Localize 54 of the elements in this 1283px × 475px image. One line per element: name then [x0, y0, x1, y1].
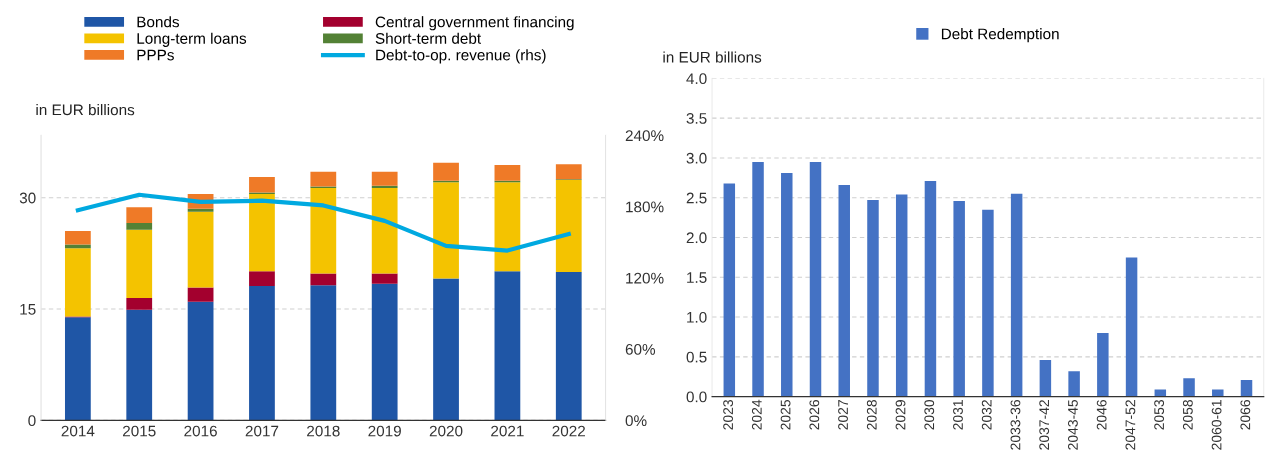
y2-tick-label: 120%: [626, 272, 664, 284]
y2-tick-label: 240%: [625, 130, 664, 142]
y-tick-label: 2.0: [686, 232, 707, 244]
y-tick-label: 3.5: [686, 113, 707, 124]
x-tick-label: 2029: [895, 400, 906, 430]
y2-tick-label: 60%: [625, 343, 656, 355]
x-tick-label: 2025: [780, 399, 791, 430]
x-tick-label: 2022: [552, 425, 585, 437]
y-tick-label: 0.5: [686, 351, 707, 363]
y-tick-label: 1.5: [687, 272, 707, 283]
x-tick-label: 2030: [924, 399, 935, 430]
y-tick-label: 0: [28, 415, 36, 427]
y-axis-title: in EUR billions: [36, 104, 135, 116]
x-tick-label: 2033-36: [1010, 400, 1021, 450]
legend-label: Debt Redemption: [941, 28, 1059, 43]
legend-label: Central government financing: [375, 16, 574, 31]
legend-label: Bonds: [137, 16, 180, 28]
legend-label: Long-term loans: [137, 32, 247, 47]
legend-label: Debt-to-op. revenue (rhs): [376, 49, 546, 64]
x-tick-label: 2028: [866, 400, 877, 430]
y-tick-label: 4.0: [686, 73, 707, 85]
y-tick-label: 0.0: [686, 391, 707, 403]
x-tick-label: 2017: [245, 425, 279, 437]
y-tick-label: 2.5: [686, 192, 707, 204]
x-tick-label: 2031: [953, 400, 963, 430]
x-tick-label: 2058: [1182, 400, 1193, 430]
x-tick-label: 2043-45: [1068, 399, 1078, 450]
y2-tick-label: 180%: [626, 201, 664, 213]
x-tick-label: 2021: [491, 425, 524, 437]
x-tick-label: 2026: [809, 400, 820, 430]
x-tick-label: 2060-61: [1211, 400, 1222, 450]
x-tick-label: 2032: [981, 400, 992, 430]
x-tick-label: 2047-52: [1125, 400, 1136, 450]
x-tick-label: 2015: [123, 425, 156, 437]
x-tick-label: 2020: [429, 425, 463, 437]
x-tick-label: 2019: [368, 425, 401, 437]
x-tick-label: 2037-42: [1039, 400, 1050, 450]
legend-label: Short-term debt: [375, 32, 482, 44]
x-tick-label: 2014: [61, 425, 95, 437]
x-tick-label: 2024: [751, 399, 762, 430]
y-tick-label: 15: [20, 304, 36, 315]
x-tick-label: 2046: [1096, 400, 1107, 430]
y2-tick-label: 0%: [625, 415, 647, 427]
x-tick-label: 2018: [307, 425, 340, 437]
x-tick-label: 2066: [1240, 400, 1251, 430]
y-tick-label: 30: [19, 192, 36, 204]
legend-label: PPPs: [137, 49, 174, 61]
x-tick-label: 2053: [1154, 400, 1165, 430]
y-axis-title: in EUR billions: [663, 51, 762, 63]
x-tick-label: 2016: [184, 425, 217, 437]
y-tick-label: 1.0: [687, 311, 707, 323]
y-tick-label: 3.0: [686, 152, 707, 164]
x-tick-label: 2027: [838, 400, 848, 430]
x-tick-label: 2023: [723, 400, 734, 430]
